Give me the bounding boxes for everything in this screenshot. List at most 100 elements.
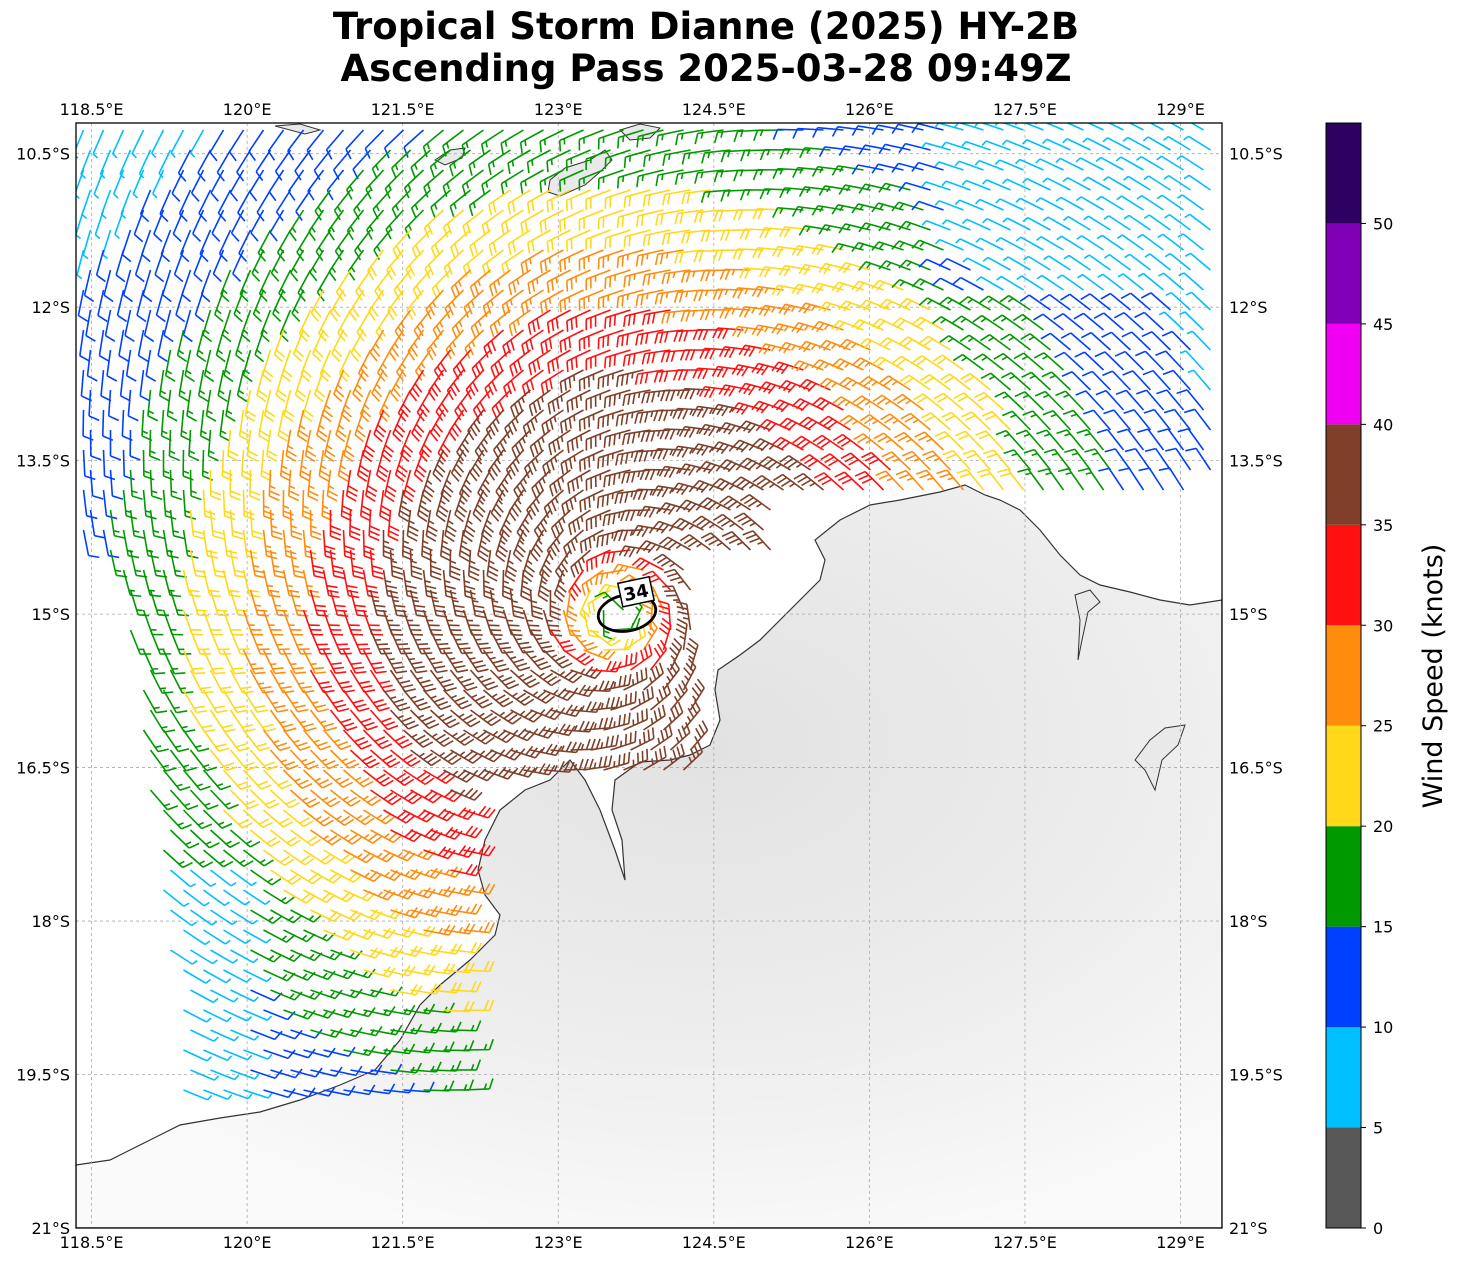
wind-barb <box>1014 123 1044 131</box>
wind-barb <box>994 159 1024 171</box>
wind-barb <box>487 149 511 176</box>
wind-barb <box>546 149 571 173</box>
colorbar-bin <box>1326 424 1361 525</box>
wind-barb <box>468 149 491 176</box>
wind-barb <box>578 129 604 151</box>
wind-barb <box>1148 123 1164 131</box>
wind-barb <box>520 169 544 194</box>
wind-barb <box>1164 213 1191 231</box>
wind-barb <box>114 209 125 240</box>
wind-barb <box>772 206 804 219</box>
wind-barb <box>386 249 405 280</box>
wind-barb <box>488 189 511 216</box>
wind-barb <box>443 209 465 238</box>
wind-barb <box>772 167 804 180</box>
wind-barb <box>642 189 671 207</box>
wind-barb <box>674 169 704 185</box>
wind-barb <box>270 249 285 282</box>
colorbar-bin <box>1326 524 1361 626</box>
wind-barb <box>366 209 385 240</box>
wind-barb <box>151 129 165 159</box>
wind-barb <box>430 229 452 259</box>
colorbar-tick-label: 25 <box>1373 717 1393 736</box>
colorbar-bin <box>1326 725 1361 827</box>
wind-barb <box>981 140 1011 151</box>
colorbar-bin <box>1326 1027 1361 1128</box>
wind-barb <box>333 189 352 221</box>
wind-barb <box>539 249 564 274</box>
wind-barb <box>153 209 165 243</box>
wind-barb <box>911 161 944 172</box>
wind-barb <box>1156 194 1184 211</box>
wind-barb <box>974 159 1004 171</box>
wind-barb <box>1122 136 1151 151</box>
wind-barb <box>526 189 551 214</box>
wind-barb <box>1135 155 1164 171</box>
wind-barb <box>565 229 591 252</box>
wind-barb <box>655 129 684 147</box>
wind-barb <box>238 229 252 262</box>
colorbar-tick-label: 10 <box>1373 1018 1393 1037</box>
wind-barb <box>212 249 225 283</box>
wind-barb <box>229 169 245 202</box>
wind-barb <box>210 169 225 202</box>
colorbar-bins <box>1326 123 1361 1228</box>
wind-barb <box>507 149 531 175</box>
wind-barb <box>1143 175 1171 191</box>
wind-barb <box>565 189 591 212</box>
wind-barb <box>132 169 145 199</box>
wind-barb <box>500 169 524 195</box>
wind-barb <box>443 249 465 279</box>
wind-barb <box>1001 139 1031 151</box>
wind-barb <box>604 189 631 210</box>
wind-barb <box>334 229 352 261</box>
wind-barb <box>732 209 764 221</box>
wind-barb <box>995 198 1024 211</box>
wind-barb <box>941 219 971 231</box>
wind-barb <box>1022 216 1051 231</box>
wind-barb <box>403 129 425 158</box>
wind-barb <box>1022 178 1051 191</box>
wind-barb <box>838 145 871 157</box>
wind-barb <box>811 165 844 177</box>
wind-barb <box>1136 194 1164 211</box>
wind-barb <box>1002 217 1031 231</box>
wind-barb <box>1123 175 1151 191</box>
colorbar-tick-label: 35 <box>1373 516 1393 535</box>
wind-barb <box>171 169 185 202</box>
wind-barb <box>1042 138 1071 151</box>
wind-barb <box>838 184 871 195</box>
wind-barb <box>152 169 165 199</box>
wind-barb <box>616 169 644 189</box>
wind-barb <box>871 202 904 213</box>
wind-barb <box>1183 174 1211 191</box>
wind-barb <box>507 229 531 255</box>
wind-barb <box>759 227 791 239</box>
wind-barb <box>858 144 891 156</box>
wind-barb <box>792 166 824 178</box>
wind-barb <box>954 160 984 171</box>
wind-barb <box>779 147 811 160</box>
wind-barb <box>662 189 691 206</box>
wind-barb <box>249 169 265 202</box>
wind-barb <box>851 164 884 175</box>
wind-barb <box>642 229 671 247</box>
colorbar-tick-label: 0 <box>1373 1219 1383 1238</box>
wind-barb <box>468 189 491 217</box>
wind-barb <box>288 209 305 242</box>
wind-barb <box>526 149 551 174</box>
wind-barb <box>1055 157 1084 171</box>
wind-barb <box>1096 195 1124 211</box>
wind-barb <box>172 209 185 243</box>
wind-barb <box>131 129 145 159</box>
wind-barb <box>982 217 1011 231</box>
wind-barb <box>391 149 412 179</box>
wind-barb <box>981 179 1011 191</box>
colorbar-bin <box>1326 1127 1361 1228</box>
wind-barb <box>232 249 245 283</box>
wind-barb <box>662 149 691 166</box>
wind-barb <box>111 129 125 159</box>
colorbar-tick-label: 30 <box>1373 616 1393 635</box>
wind-barb <box>759 188 791 200</box>
